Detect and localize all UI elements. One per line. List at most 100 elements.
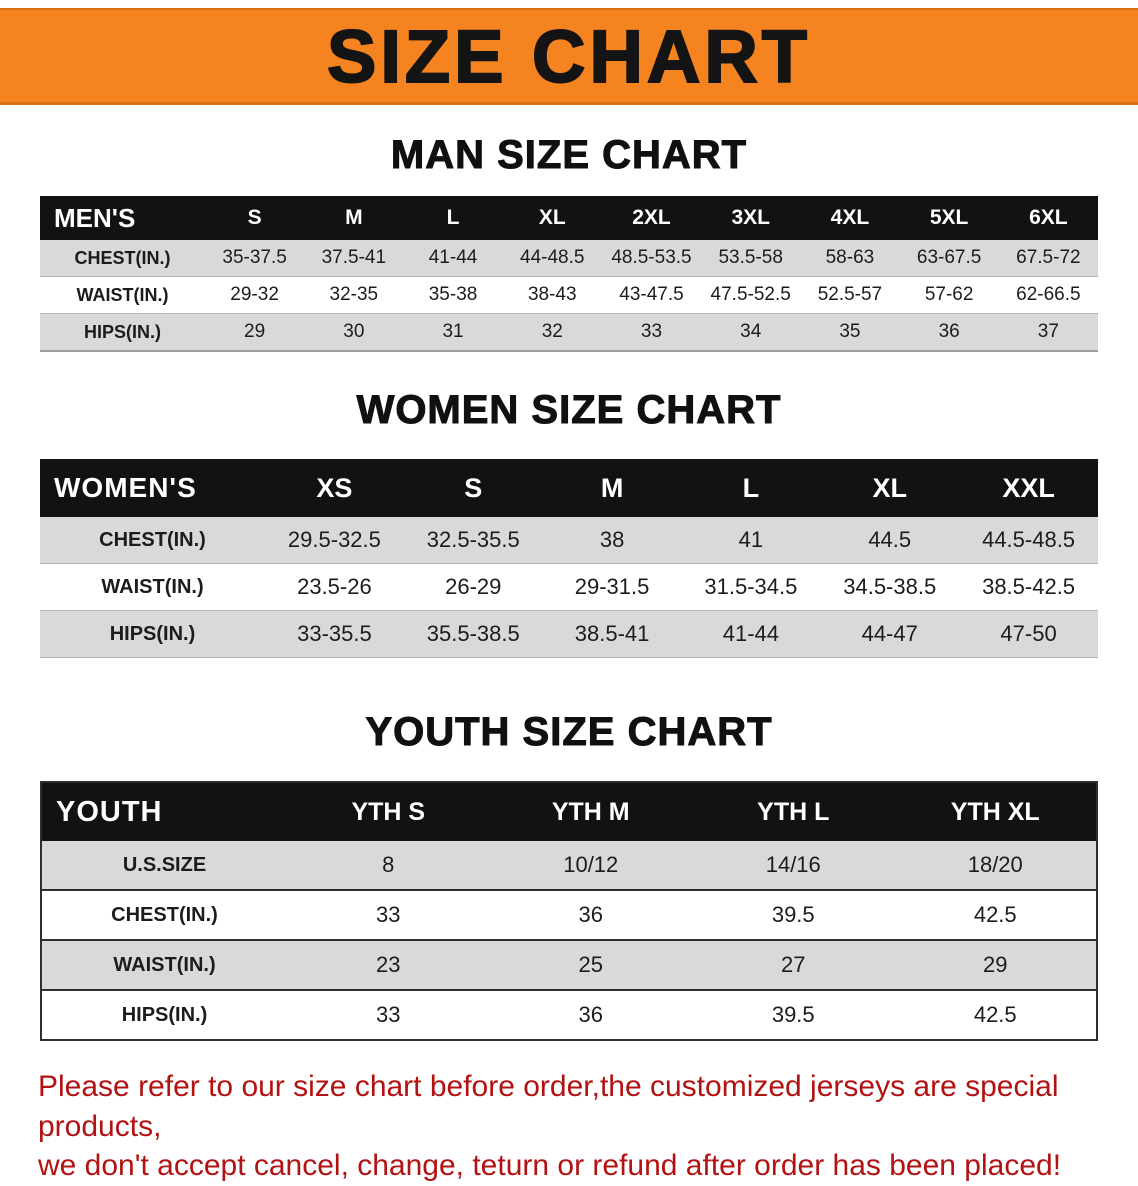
table-corner-label: MEN'S (40, 196, 205, 240)
table-cell: 36 (578, 1002, 603, 1027)
table-corner-label: WOMEN'S (40, 459, 265, 517)
table-cell: 31 (442, 321, 464, 342)
row-label: HIPS(IN.) (109, 622, 196, 645)
column-header: XXL (959, 459, 1098, 517)
table-cell: 27 (781, 952, 806, 977)
table-cell: 37.5-41 (321, 247, 387, 268)
table-row: HIPS(IN.) 29 30 31 32 33 34 35 36 37 (40, 313, 1098, 351)
table-cell: 35-37.5 (222, 247, 287, 268)
column-header: S (205, 196, 305, 240)
table-cell: 29 (244, 321, 266, 342)
table-cell: 31.5-34.5 (704, 574, 798, 599)
table-cell: 44-47 (861, 621, 918, 646)
table-cell: 10/12 (563, 852, 619, 877)
table-cell: 42.5 (973, 902, 1017, 927)
column-header: 3XL (701, 196, 801, 240)
table-cell: 34.5-38.5 (843, 574, 937, 599)
youth-size-table: YOUTH YTH S YTH M YTH L YTH XL U.S.SIZE 8 10/12… (40, 781, 1098, 1041)
table-header-row: MEN'S S M L XL 2XL 3XL 4XL 5XL 6XL (40, 196, 1098, 240)
table-cell: 14/16 (765, 852, 821, 877)
column-header: S (403, 459, 543, 517)
column-header: YTH L (692, 782, 895, 841)
table-cell: 37 (1037, 321, 1059, 342)
table-cell: 41 (738, 527, 764, 552)
youth-section-heading: YOUTH SIZE CHART (365, 710, 773, 755)
men-section: MAN SIZE CHART MEN'S S M L XL 2XL 3XL 4XL 5XL 6XL… (0, 133, 1138, 352)
column-header: XL (820, 459, 960, 517)
footer-line-2: we don't accept cancel, change, teturn o… (38, 1149, 1062, 1183)
table-cell: 38.5-41 (574, 621, 650, 646)
table-cell: 38.5-42.5 (982, 574, 1076, 599)
table-cell: 39.5 (771, 902, 815, 927)
row-label: HIPS(IN.) (121, 1003, 208, 1026)
table-cell: 43-47.5 (619, 284, 684, 305)
table-cell: 44-48.5 (520, 247, 585, 268)
table-cell: 29.5-32.5 (287, 527, 381, 552)
column-header: L (681, 459, 821, 517)
youth-section: YOUTH SIZE CHART YOUTH YTH S YTH M YTH L YTH… (0, 710, 1138, 1041)
table-cell: 47.5-52.5 (710, 284, 791, 305)
table-header-row: WOMEN'S XS S M L XL XXL (40, 459, 1098, 517)
column-header: YTH XL (894, 782, 1097, 841)
column-header: YTH M (489, 782, 692, 841)
size-chart-page: SIZE CHART MAN SIZE CHART MEN'S S M L XL 2XL 3… (0, 8, 1138, 1186)
table-cell: 38 (599, 527, 625, 552)
men-section-heading: MAN SIZE CHART (390, 133, 748, 178)
table-row: WAIST(IN.) 29-32 32-35 35-38 38-43 43-47.5 47.… (40, 276, 1098, 314)
table-cell: 44.5-48.5 (982, 527, 1076, 552)
table-cell: 52.5-57 (817, 284, 883, 305)
banner: SIZE CHART (0, 8, 1138, 105)
table-row: CHEST(IN.) 29.5-32.5 32.5-35.5 38 41 44.5 44.5… (40, 517, 1098, 564)
table-cell: 58-63 (825, 247, 875, 268)
footer-line-1: Please refer to our size chart before or… (38, 1070, 1059, 1143)
row-label: HIPS(IN.) (83, 321, 161, 342)
table-cell: 29 (983, 952, 1008, 977)
table-cell: 39.5 (771, 1002, 815, 1027)
women-section-heading: WOMEN SIZE CHART (356, 388, 782, 433)
row-label: CHEST(IN.) (74, 247, 171, 268)
column-header: 5XL (899, 196, 999, 240)
table-cell: 57-62 (924, 284, 974, 305)
table-cell: 32-35 (329, 284, 379, 305)
table-row: CHEST(IN.) 33 36 39.5 42.5 (41, 890, 1097, 940)
women-section: WOMEN SIZE CHART WOMEN'S XS S M L XL XXL CHEST(… (0, 388, 1138, 658)
table-cell: 18/20 (967, 852, 1023, 877)
table-row: CHEST(IN.) 35-37.5 37.5-41 41-44 44-48.5 48.5… (40, 240, 1098, 277)
table-cell: 30 (343, 321, 365, 342)
row-label: WAIST(IN.) (76, 284, 169, 305)
table-cell: 8 (382, 852, 395, 877)
table-row: HIPS(IN.) 33-35.5 35.5-38.5 38.5-41 41-44 44-… (40, 610, 1098, 658)
women-size-table: WOMEN'S XS S M L XL XXL CHEST(IN.) 29.5-32.5 32.5… (40, 459, 1098, 658)
table-row: WAIST(IN.) 23 25 27 29 (41, 940, 1097, 990)
table-cell: 36 (938, 321, 960, 342)
table-cell: 48.5-53.5 (611, 247, 692, 268)
column-header: M (542, 459, 682, 517)
column-header: XS (265, 459, 404, 517)
column-header: 2XL (601, 196, 702, 240)
row-label: CHEST(IN.) (99, 528, 206, 551)
table-cell: 35 (839, 321, 861, 342)
table-cell: 25 (578, 952, 603, 977)
table-cell: 34 (740, 321, 762, 342)
column-header: 6XL (998, 196, 1098, 240)
column-header: 4XL (800, 196, 900, 240)
table-cell: 36 (578, 902, 603, 927)
table-row: HIPS(IN.) 33 36 39.5 42.5 (41, 990, 1097, 1040)
table-cell: 29-31.5 (574, 574, 650, 599)
table-cell: 62-66.5 (1016, 284, 1081, 305)
column-header: M (304, 196, 404, 240)
table-cell: 23.5-26 (297, 574, 372, 599)
table-cell: 35.5-38.5 (426, 621, 520, 646)
page-title: SIZE CHART (326, 14, 811, 99)
table-cell: 23 (376, 952, 401, 977)
table-corner-label: YOUTH (41, 782, 287, 841)
column-header: XL (502, 196, 602, 240)
table-cell: 63-67.5 (916, 247, 982, 268)
table-cell: 33 (640, 321, 663, 342)
table-cell: 26-29 (445, 574, 502, 599)
row-label: WAIST(IN.) (113, 953, 216, 976)
table-cell: 41-44 (428, 247, 478, 268)
table-cell: 53.5-58 (718, 247, 783, 268)
row-label: WAIST(IN.) (101, 575, 204, 598)
table-cell: 29-32 (230, 284, 279, 305)
